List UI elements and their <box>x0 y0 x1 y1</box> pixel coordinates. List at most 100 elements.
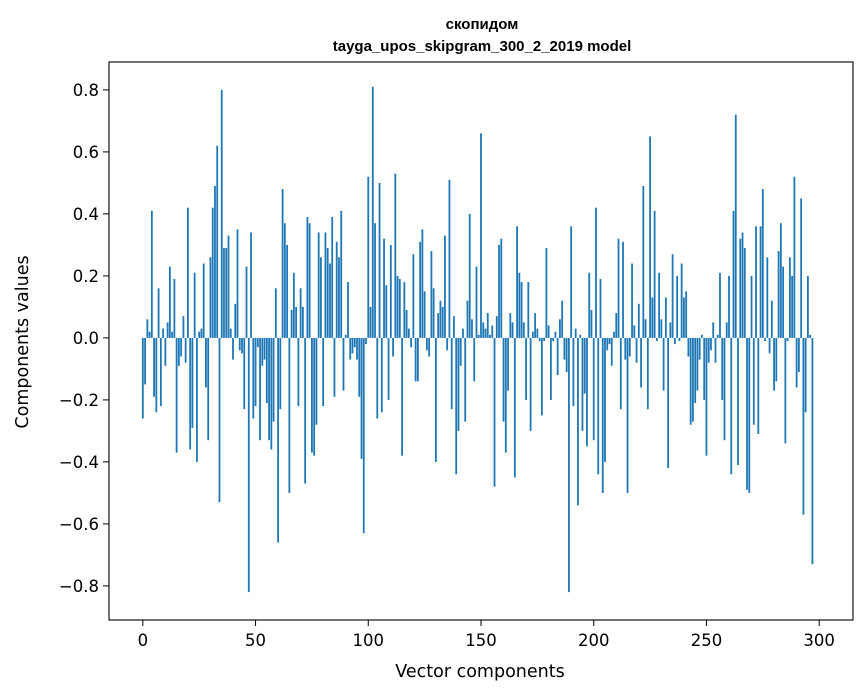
bar-component-160 <box>502 337 505 422</box>
bar-component-54 <box>263 337 266 360</box>
bar-component-203 <box>599 279 602 338</box>
bar-component-251 <box>707 337 710 363</box>
bar-component-250 <box>705 337 708 456</box>
bar-component-135 <box>446 337 449 351</box>
bar-component-99 <box>365 337 367 345</box>
bar-component-208 <box>610 337 613 366</box>
bar-component-158 <box>498 244 500 338</box>
bar-component-222 <box>642 186 645 338</box>
bar-component-171 <box>527 282 530 338</box>
bar-component-89 <box>342 337 345 391</box>
bar-component-190 <box>570 226 573 338</box>
bar-component-246 <box>696 337 699 391</box>
bar-component-288 <box>791 275 794 338</box>
bar-component-172 <box>529 337 532 431</box>
bar-component-283 <box>779 223 782 338</box>
bar-component-116 <box>403 282 406 338</box>
bar-component-275 <box>761 189 764 338</box>
bar-component-168 <box>520 282 523 338</box>
bar-component-163 <box>509 313 512 338</box>
bar-component-261 <box>730 337 733 475</box>
bar-component-64 <box>286 244 289 338</box>
bar-component-67 <box>292 272 295 338</box>
bar-component-13 <box>171 331 174 338</box>
y-tick-label-8: 0.8 <box>73 81 99 100</box>
bar-component-156 <box>493 337 496 487</box>
bar-component-231 <box>662 337 665 391</box>
bar-component-153 <box>486 313 489 338</box>
bar-component-253 <box>712 322 715 338</box>
bar-component-211 <box>617 238 620 338</box>
bar-component-37 <box>225 248 228 338</box>
bar-component-167 <box>518 272 521 338</box>
bar-component-42 <box>236 229 239 338</box>
bar-component-72 <box>304 337 307 484</box>
bar-component-100 <box>367 176 370 338</box>
bar-component-86 <box>335 241 338 338</box>
bar-component-106 <box>380 337 383 413</box>
bar-component-217 <box>631 263 633 338</box>
bar-component-59 <box>274 288 277 338</box>
bar-component-183 <box>554 331 557 338</box>
x-tick-label-300: 300 <box>803 631 835 650</box>
bar-component-14 <box>173 279 176 338</box>
bar-component-123 <box>419 241 422 338</box>
bar-component-184 <box>556 337 559 376</box>
x-tick-label-100: 100 <box>353 631 385 650</box>
bar-component-21 <box>189 337 192 450</box>
bar-component-10 <box>164 337 167 366</box>
bar-component-145 <box>468 213 471 338</box>
bar-component-147 <box>473 337 476 382</box>
bar-component-71 <box>301 306 304 338</box>
bar-component-169 <box>522 322 525 338</box>
bar-component-26 <box>200 328 203 338</box>
bar-component-1 <box>144 337 146 385</box>
bar-component-115 <box>401 337 403 456</box>
bar-component-62 <box>281 189 284 338</box>
bar-component-268 <box>746 337 748 490</box>
bar-component-3 <box>148 331 151 338</box>
bar-component-6 <box>155 337 158 413</box>
bar-component-19 <box>184 337 187 363</box>
bar-component-20 <box>187 207 189 338</box>
bar-component-139 <box>455 337 458 475</box>
bar-component-27 <box>202 263 205 338</box>
bar-component-131 <box>437 313 440 338</box>
bar-component-107 <box>383 238 385 338</box>
bar-component-38 <box>227 235 230 338</box>
plot-area-frame <box>108 61 854 621</box>
bar-component-197 <box>586 337 588 447</box>
bar-component-252 <box>710 337 712 351</box>
bar-component-77 <box>315 337 318 425</box>
bar-component-82 <box>326 248 329 338</box>
bar-component-205 <box>604 337 606 462</box>
y-tick-label-5: 0.2 <box>73 267 99 286</box>
bar-component-151 <box>482 322 485 338</box>
bar-component-87 <box>338 257 340 338</box>
y-tick-label-7: 0.6 <box>73 143 99 162</box>
bar-component-204 <box>601 337 604 493</box>
bar-component-271 <box>752 337 755 425</box>
bar-component-47 <box>247 337 250 593</box>
bar-component-51 <box>256 337 259 348</box>
bar-component-76 <box>313 337 316 456</box>
bar-component-214 <box>624 337 627 360</box>
bar-component-45 <box>243 337 246 410</box>
bar-component-120 <box>412 254 415 338</box>
bar-component-258 <box>723 337 726 441</box>
bar-component-141 <box>459 337 462 366</box>
bar-component-121 <box>414 337 417 382</box>
y-axis-ticks: −0.8 −0.6 −0.4 −0.2 0.0 0.2 0.4 0.6 0.8 <box>59 81 109 596</box>
bar-component-285 <box>784 337 787 444</box>
bar-component-219 <box>635 337 638 363</box>
bar-component-85 <box>333 337 336 397</box>
bar-component-259 <box>725 322 728 338</box>
bar-component-48 <box>250 232 252 338</box>
bar-component-0 <box>141 337 144 419</box>
bar-component-176 <box>538 337 541 341</box>
bar-component-68 <box>295 306 298 338</box>
bar-component-73 <box>306 217 309 338</box>
bar-component-224 <box>646 337 649 410</box>
bar-component-90 <box>344 334 347 338</box>
bar-component-31 <box>211 207 214 338</box>
